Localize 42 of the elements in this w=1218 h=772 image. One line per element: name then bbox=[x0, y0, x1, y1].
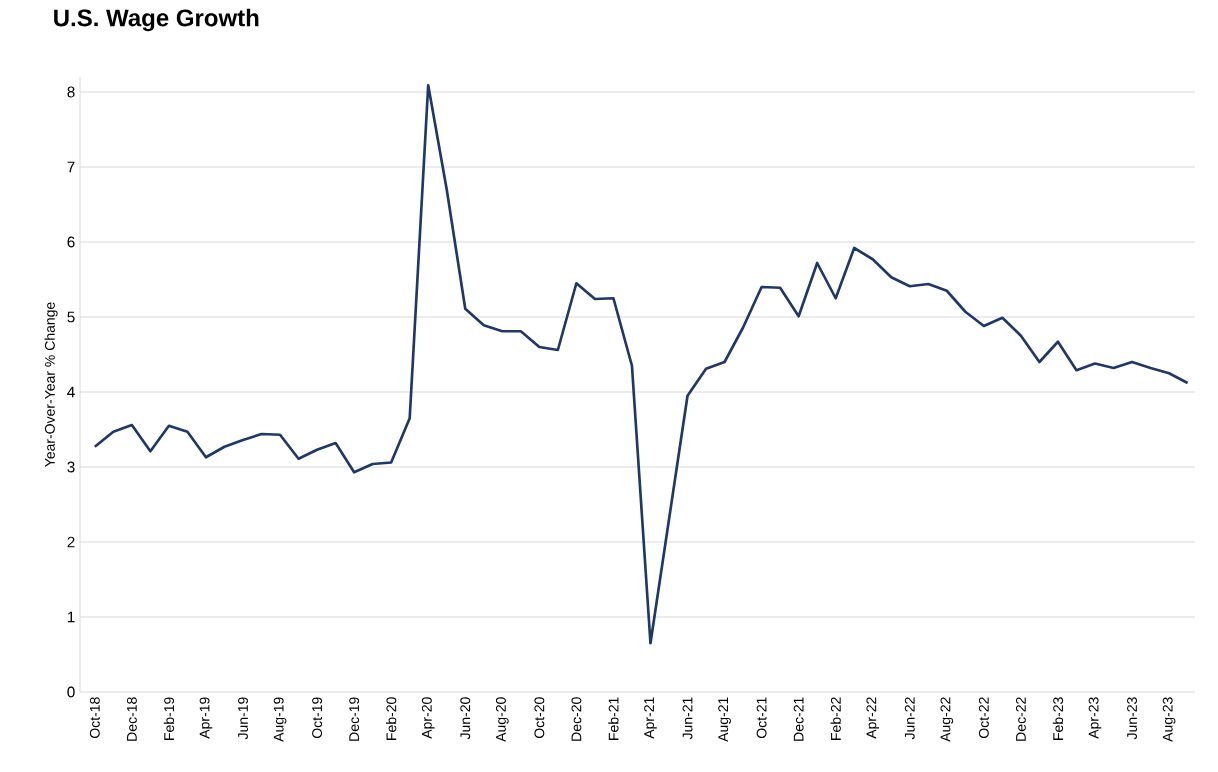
x-tick-label: Aug-21 bbox=[718, 697, 731, 742]
x-tick-label: Apr-22 bbox=[866, 697, 880, 739]
x-tick-label: Jun-19 bbox=[238, 697, 248, 740]
x-tick-label: Oct-18 bbox=[89, 697, 100, 739]
y-tick-label: 8 bbox=[67, 86, 75, 98]
x-tick-label: Dec-19 bbox=[349, 697, 360, 741]
x-tick-label: Apr-23 bbox=[1088, 697, 1102, 739]
x-tick-label: Aug-19 bbox=[273, 697, 287, 742]
chart-title: U.S. Wage Growth bbox=[54, 8, 259, 32]
x-tick-label: Jun-23 bbox=[1127, 697, 1137, 740]
x-tick-label: Apr-19 bbox=[199, 697, 213, 739]
x-tick-label: Apr-21 bbox=[644, 697, 657, 739]
x-tick-label: Feb-22 bbox=[830, 697, 841, 740]
x-tick-label: Aug-23 bbox=[1162, 697, 1176, 742]
y-tick-label: 5 bbox=[67, 311, 75, 323]
y-tick-label: 1 bbox=[67, 611, 75, 623]
y-axis-title: Year-Over-Year % Change bbox=[44, 302, 58, 467]
x-tick-label: Oct-22 bbox=[978, 697, 989, 739]
x-tick-label: Dec-18 bbox=[126, 697, 137, 741]
x-tick-label: Aug-20 bbox=[495, 697, 509, 742]
x-tick-label: Feb-19 bbox=[163, 697, 175, 740]
y-tick-label: 7 bbox=[67, 161, 75, 173]
y-tick-label: 4 bbox=[67, 386, 75, 398]
x-tick-label: Oct-19 bbox=[312, 697, 323, 739]
x-tick-label: Jun-20 bbox=[460, 697, 471, 740]
x-tick-label: Oct-21 bbox=[756, 697, 767, 739]
x-tick-label: Aug-22 bbox=[940, 697, 954, 742]
y-tick-label: 0 bbox=[67, 686, 75, 698]
y-tick-label: 2 bbox=[67, 536, 75, 548]
x-tick-label: Dec-22 bbox=[1015, 697, 1026, 741]
x-tick-label: Feb-20 bbox=[386, 697, 397, 740]
x-tick-label: Dec-21 bbox=[793, 697, 804, 741]
x-tick-label: Apr-20 bbox=[421, 697, 435, 739]
y-tick-label: 6 bbox=[67, 236, 75, 248]
x-tick-label: Jun-21 bbox=[682, 697, 693, 740]
x-tick-label: Oct-20 bbox=[534, 697, 545, 739]
x-tick-label: Feb-21 bbox=[608, 697, 619, 740]
x-tick-label: Feb-23 bbox=[1052, 697, 1064, 740]
x-tick-label: Jun-22 bbox=[904, 697, 915, 740]
x-tick-label: Dec-20 bbox=[571, 697, 582, 741]
y-tick-label: 3 bbox=[67, 461, 75, 473]
line-series bbox=[93, 83, 1189, 645]
